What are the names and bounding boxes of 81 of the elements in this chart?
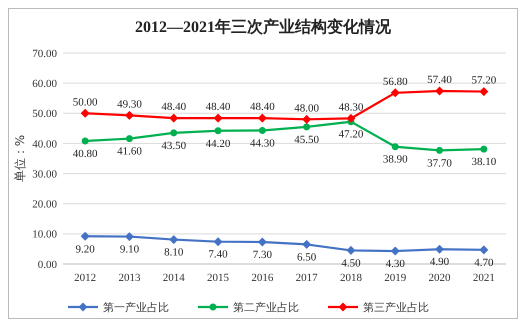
data-label: 57.20 xyxy=(471,74,497,87)
point xyxy=(214,237,223,246)
point xyxy=(390,246,400,256)
y-tick-label: 50.00 xyxy=(32,108,58,120)
y-tick-label: 10.00 xyxy=(32,228,58,241)
data-label: 48.00 xyxy=(294,102,320,114)
data-label: 8.10 xyxy=(164,246,184,259)
x-tick-label: 2015 xyxy=(207,272,230,284)
y-tick-label: 0.00 xyxy=(38,258,58,271)
point xyxy=(480,146,488,153)
x-tick-label: 2013 xyxy=(118,272,141,284)
y-axis-title: 单位：% xyxy=(13,134,27,182)
legend-label: 第二产业占比 xyxy=(233,300,299,314)
x-tick-label: 2012 xyxy=(74,272,96,284)
y-tick-label: 70.00 xyxy=(32,48,58,60)
point xyxy=(170,129,178,136)
point xyxy=(258,114,267,123)
point xyxy=(346,246,356,255)
point xyxy=(479,87,488,96)
data-label: 45.50 xyxy=(294,134,320,146)
x-tick-label: 2021 xyxy=(472,272,495,284)
x-tick-label: 2019 xyxy=(384,272,407,284)
data-label: 38.10 xyxy=(471,156,497,168)
data-label: 9.20 xyxy=(76,243,96,256)
point xyxy=(214,127,222,134)
point xyxy=(258,126,266,134)
point xyxy=(124,232,134,242)
data-label: 4.90 xyxy=(430,256,450,268)
data-label: 48.30 xyxy=(338,101,364,114)
point xyxy=(126,135,133,142)
point xyxy=(258,237,267,246)
x-tick-label: 2016 xyxy=(251,272,274,284)
x-tick-label: 2014 xyxy=(162,272,186,284)
point xyxy=(124,110,134,120)
chart-title: 2012—2021年三次产业结构变化情况 xyxy=(135,18,392,36)
x-tick-label: 2018 xyxy=(340,272,362,284)
legend-label: 第三产业占比 xyxy=(363,300,429,314)
point xyxy=(80,108,90,118)
point xyxy=(435,244,444,254)
data-label: 44.20 xyxy=(206,138,231,150)
point xyxy=(436,146,444,154)
data-label: 41.60 xyxy=(117,146,142,158)
point xyxy=(82,138,89,145)
point xyxy=(346,114,356,123)
point xyxy=(303,123,310,130)
data-label: 4.50 xyxy=(341,257,362,270)
point xyxy=(302,240,312,249)
data-label: 4.70 xyxy=(474,256,494,269)
point xyxy=(80,232,90,241)
data-label: 48.40 xyxy=(250,101,276,114)
y-tick-label: 40.00 xyxy=(32,138,58,150)
x-tick-label: 2020 xyxy=(428,272,452,284)
data-label: 49.30 xyxy=(117,98,142,110)
data-label: 48.40 xyxy=(161,101,187,114)
data-label: 57.40 xyxy=(427,74,452,86)
y-tick-label: 20.00 xyxy=(32,198,58,211)
y-tick-label: 60.00 xyxy=(32,78,58,90)
legend-label: 第一产业占比 xyxy=(103,300,169,314)
data-label: 9.10 xyxy=(120,244,140,256)
data-label: 38.90 xyxy=(382,154,408,166)
data-label: 56.80 xyxy=(382,76,408,88)
point xyxy=(479,245,488,254)
data-label: 48.40 xyxy=(206,101,231,114)
data-label: 7.30 xyxy=(252,248,272,261)
data-label: 47.20 xyxy=(338,128,364,141)
data-label: 43.50 xyxy=(161,140,187,152)
data-label: 4.30 xyxy=(386,258,406,270)
data-label: 40.80 xyxy=(72,148,98,160)
point xyxy=(302,114,312,124)
data-label: 50.00 xyxy=(72,96,98,108)
point xyxy=(169,114,178,123)
y-tick-label: 30.00 xyxy=(32,168,58,180)
point xyxy=(214,114,223,123)
data-label: 37.70 xyxy=(427,157,452,170)
point xyxy=(392,143,399,150)
point xyxy=(390,88,400,98)
data-label: 6.50 xyxy=(297,251,317,264)
point xyxy=(169,235,178,244)
data-label: 7.40 xyxy=(208,248,228,261)
data-label: 44.30 xyxy=(250,137,276,150)
x-tick-label: 2017 xyxy=(296,272,318,284)
